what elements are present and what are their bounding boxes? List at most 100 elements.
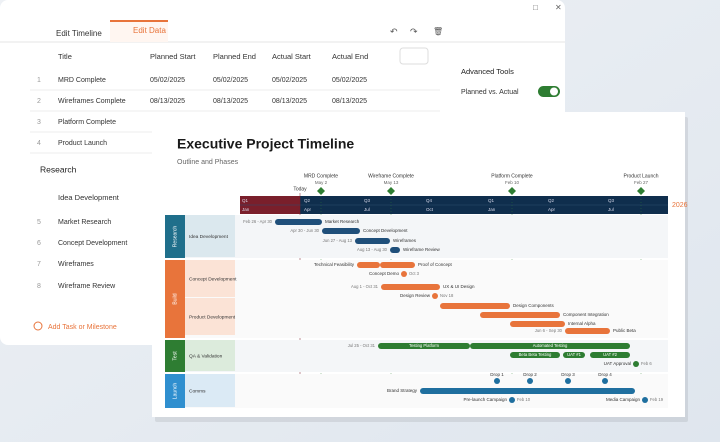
- task-dates: Feb 6: [641, 361, 652, 366]
- row-number: 6: [37, 240, 41, 247]
- lane-bg: [185, 260, 668, 338]
- cell: 08/13/2025: [332, 98, 367, 105]
- cell: Concept Development: [58, 240, 127, 247]
- title: Executive Project Timeline: [177, 136, 354, 152]
- task-bar: [378, 343, 470, 349]
- group-cell: [185, 260, 235, 297]
- milestone-dot: [633, 361, 639, 367]
- group-cell: [185, 298, 235, 335]
- task-label: Beta Beta Testing: [519, 352, 552, 357]
- task-bar: [275, 219, 322, 225]
- quarter: Q1: [488, 198, 495, 203]
- row-number: 1: [37, 77, 41, 84]
- svg-text:↷: ↷: [410, 26, 418, 36]
- task-label: UAT #2: [603, 352, 617, 357]
- task-label: UX & UI Design: [443, 284, 475, 289]
- milestone-dot: [509, 397, 515, 403]
- quarter: Q3: [608, 198, 615, 203]
- task-label: Wireframes: [393, 238, 417, 243]
- add-button[interactable]: Add Task or Milestone: [48, 324, 117, 331]
- milestone-dot: [401, 271, 407, 277]
- group-cell: [185, 215, 235, 257]
- milestone-dot: [494, 378, 500, 384]
- task-label: UAT #1: [567, 352, 581, 357]
- task-label: Drop 4: [598, 372, 612, 377]
- task-label: Pre-launch Campaign: [463, 397, 507, 402]
- task-bar: [390, 247, 400, 253]
- task-label: Market Research: [325, 219, 360, 224]
- task-label: Drop 2: [523, 372, 537, 377]
- cell: Platform Complete: [58, 119, 116, 126]
- task-label: UAT Approval: [604, 361, 631, 366]
- lane-band: [165, 215, 185, 258]
- month: Jan: [488, 207, 496, 212]
- task-label: Internal Alpha: [568, 321, 596, 326]
- milestone-dot: [602, 378, 608, 384]
- milestone-label: Wireframe Complete: [368, 173, 414, 179]
- row-number: 4: [37, 140, 41, 147]
- subtitle: Outline and Phases: [177, 159, 239, 166]
- task-label: Automated Testing: [533, 343, 568, 348]
- task-bar: [510, 321, 565, 327]
- milestone-dot: [527, 378, 533, 384]
- task-bar: [590, 352, 630, 358]
- month: Oct: [426, 207, 434, 212]
- task-dates: Oct 3: [409, 271, 420, 276]
- task-bar: [565, 328, 610, 334]
- task-bar: [563, 352, 585, 358]
- lane-band: [165, 374, 185, 408]
- task-label: Proof of Concept: [418, 262, 453, 267]
- cell: 08/13/2025: [213, 98, 248, 105]
- task-label: Component Integration: [563, 312, 609, 317]
- column-header: Planned End: [213, 52, 256, 61]
- task-label: Wireframe Review: [403, 247, 441, 252]
- tab[interactable]: Edit Data: [133, 26, 166, 35]
- milestone-marker: [317, 187, 325, 195]
- task-dates: Feb 19: [650, 397, 664, 402]
- tab[interactable]: Edit Timeline: [56, 29, 102, 38]
- row-number: 7: [37, 261, 41, 268]
- panel-title: Advanced Tools: [461, 67, 514, 76]
- task-bar: [480, 312, 560, 318]
- milestone-label: Product Launch: [623, 173, 658, 179]
- task-label: Testing Platform: [409, 343, 440, 348]
- row-number: 5: [37, 219, 41, 226]
- task-label: Media Campaign: [606, 397, 641, 402]
- add-column[interactable]: [399, 47, 429, 65]
- task-dates: Aug 13 - Aug 30: [357, 247, 388, 252]
- task-label: Design Review: [400, 293, 431, 298]
- subgroup-label: Idea Development: [58, 193, 120, 202]
- quarter: Q3: [364, 198, 371, 203]
- quarter: Q4: [426, 198, 433, 203]
- column-header: Actual Start: [272, 52, 312, 61]
- cell: 05/02/2025: [150, 77, 185, 84]
- group-name: Product Development: [189, 314, 236, 320]
- milestone-label: Platform Complete: [491, 173, 533, 179]
- milestone-marker: [508, 187, 516, 195]
- group-name: Comms: [189, 388, 206, 394]
- task-dates: Feb 26 - Apr 30: [243, 219, 273, 224]
- milestone-dot: [432, 293, 438, 299]
- task-bar: [322, 228, 360, 234]
- row-number: 8: [37, 283, 41, 290]
- group-name: Concept Development: [189, 276, 237, 282]
- lane-name: Launch: [172, 383, 178, 400]
- task-label: Concept Development: [363, 228, 408, 233]
- quarter: Q2: [304, 198, 311, 203]
- cell: Market Research: [58, 219, 111, 226]
- task-label: Technical Feasibility: [314, 262, 355, 267]
- task-bar: [470, 343, 630, 349]
- milestone-date: Feb 27: [634, 180, 649, 185]
- cell: MRD Complete: [58, 77, 106, 84]
- cell: Wireframe Review: [58, 283, 116, 290]
- milestone-dot: [565, 378, 571, 384]
- task-bar: [357, 262, 380, 268]
- month: Jul: [608, 207, 614, 212]
- task-dates: Aug 1 - Oct 31: [351, 284, 379, 289]
- year: 2026: [672, 202, 688, 209]
- task-label: Design Components: [513, 303, 555, 308]
- lane-bg: [185, 215, 668, 258]
- task-bar: [510, 352, 560, 358]
- today-label: Today: [293, 186, 307, 192]
- task-label: Drop 1: [490, 372, 504, 377]
